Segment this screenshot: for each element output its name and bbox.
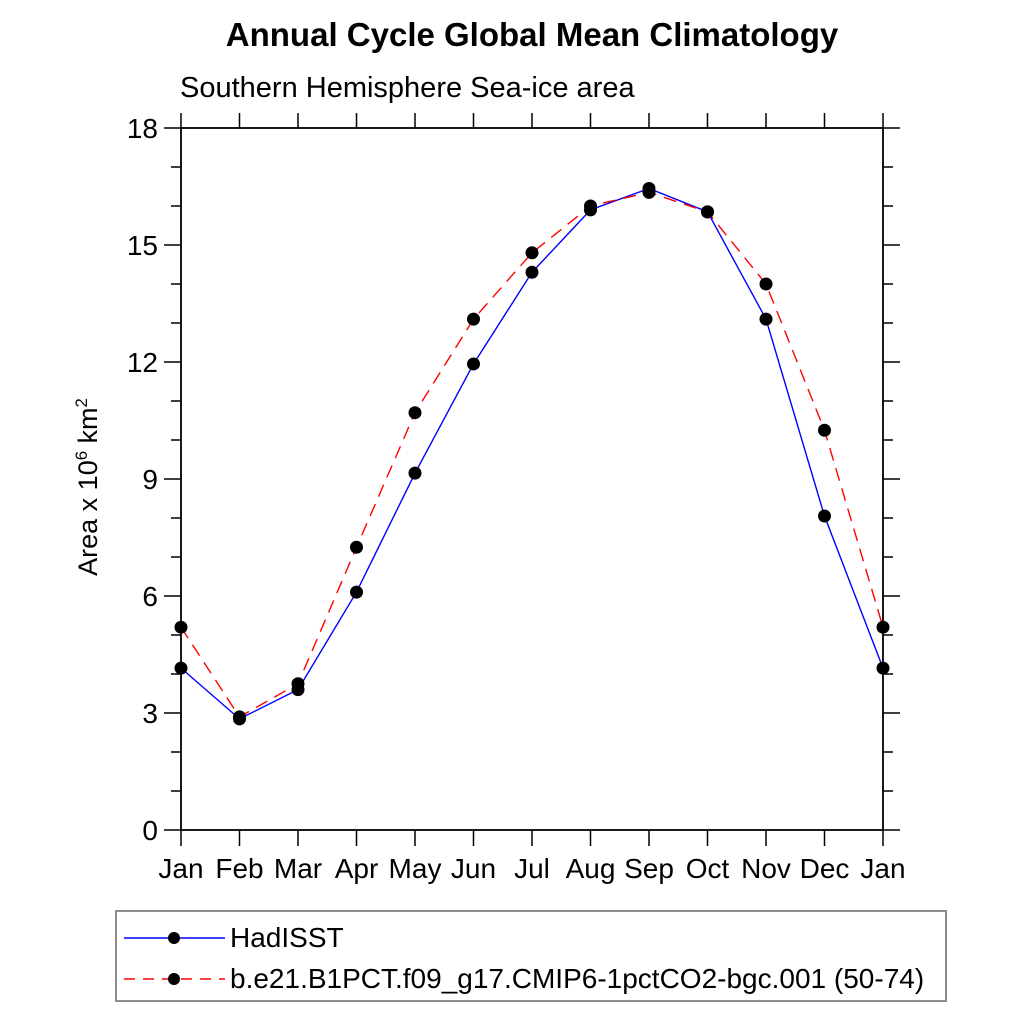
series-1-marker [408, 406, 422, 420]
legend-marker-dot [168, 973, 180, 985]
x-tick-label: Apr [335, 853, 379, 884]
legend-sample-dashed-line [124, 973, 225, 985]
series-1-marker [467, 312, 480, 326]
series-1-marker [642, 185, 656, 199]
series-0-marker [525, 265, 539, 279]
legend-label-hadisst: HadISST [230, 922, 344, 953]
legend-box: HadISST b.e21.B1PCT.f09_g17.CMIP6-1pctCO… [115, 910, 947, 1002]
x-tick-label: Jan [158, 853, 203, 884]
y-tick-label: 15 [127, 230, 158, 261]
x-tick-label: Jun [451, 853, 496, 884]
y-tick-label: 0 [142, 815, 158, 846]
x-tick-label: Oct [686, 853, 730, 884]
y-tick-label: 3 [142, 698, 158, 729]
series-1-marker [759, 277, 773, 291]
x-tick-label: Feb [215, 853, 263, 884]
series-1-marker [350, 540, 363, 554]
y-tick-label: 12 [127, 347, 158, 378]
y-tick-label: 18 [127, 113, 158, 144]
x-tick-label: May [389, 853, 442, 884]
legend-entry-model: b.e21.B1PCT.f09_g17.CMIP6-1pctCO2-bgc.00… [124, 965, 941, 993]
series-0-marker [174, 661, 188, 675]
x-tick-label: Jan [860, 853, 905, 884]
plot-frame [180, 127, 884, 831]
legend-sample-solid-line [124, 932, 225, 944]
x-tick-label: Jul [514, 853, 550, 884]
series-0-marker [467, 357, 480, 371]
series-1-marker [818, 423, 831, 437]
series-1-marker [174, 620, 188, 634]
legend-entry-hadisst: HadISST [124, 924, 941, 952]
series-1-marker [525, 246, 539, 260]
legend-marker-dot [168, 932, 180, 944]
series-0-marker [350, 585, 363, 599]
series-0-marker [876, 661, 890, 675]
y-tick-label: 9 [142, 464, 158, 495]
x-tick-label: Mar [274, 853, 322, 884]
chart-subtitle: Southern Hemisphere Sea-ice area [180, 72, 635, 104]
x-tick-label: Sep [624, 853, 674, 884]
series-0-marker [759, 312, 773, 326]
series-1-marker [701, 205, 714, 219]
x-tick-label: Dec [800, 853, 850, 884]
series-1-marker [291, 677, 305, 691]
series-1-marker [584, 199, 597, 213]
y-tick-label: 6 [142, 581, 158, 612]
series-1-marker [233, 710, 246, 724]
legend-label-model: b.e21.B1PCT.f09_g17.CMIP6-1pctCO2-bgc.00… [230, 963, 925, 994]
series-1-marker [876, 620, 890, 634]
series-0-marker [408, 466, 422, 480]
x-tick-label: Nov [741, 853, 791, 884]
x-tick-label: Aug [566, 853, 616, 884]
chart-title: Annual Cycle Global Mean Climatology [225, 16, 839, 53]
series-0-marker [818, 509, 831, 523]
